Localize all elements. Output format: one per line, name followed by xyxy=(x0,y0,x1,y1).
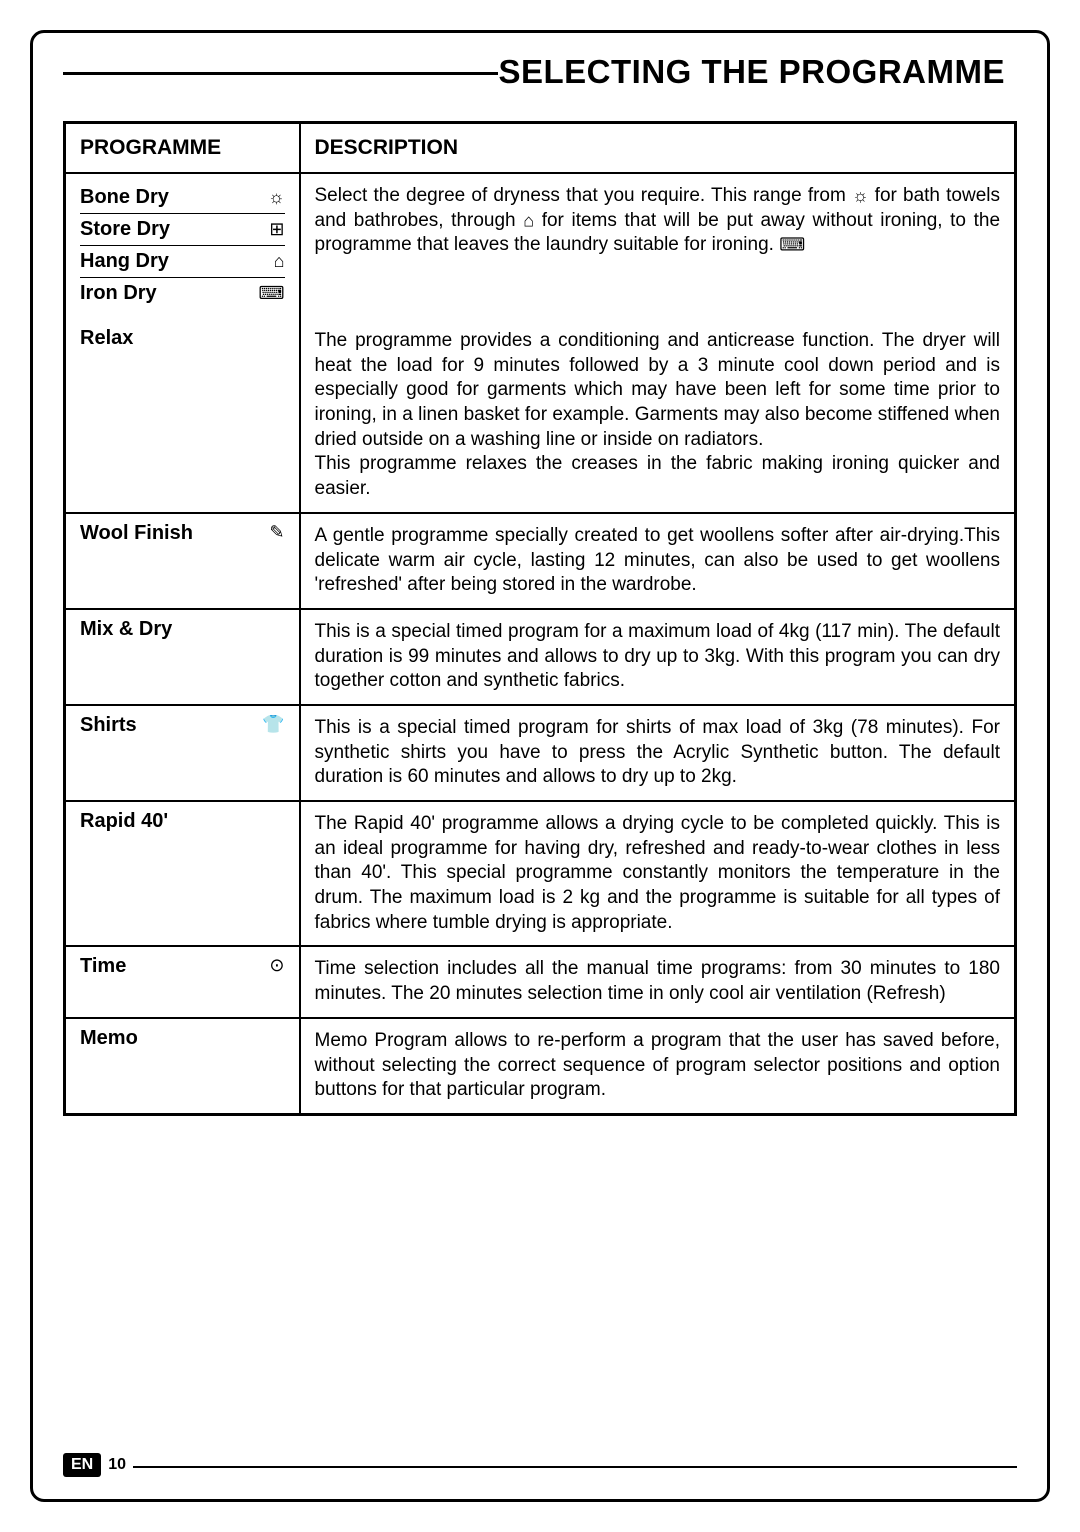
description-text: The programme provides a conditioning an… xyxy=(315,329,1001,502)
header-description: DESCRIPTION xyxy=(300,123,1016,174)
table-row: Time ⊙ Time selection includes all the man… xyxy=(65,946,1016,1017)
header-section: SELECTING THE PROGRAMME xyxy=(63,53,1017,91)
table-row: Mix & Dry This is a special timed program… xyxy=(65,609,1016,705)
programme-wrap: Memo xyxy=(80,1027,285,1050)
programme-icon: ⌨ xyxy=(259,281,285,305)
table-row: Rapid 40' The Rapid 40' programme allows … xyxy=(65,801,1016,946)
programme-wrap: Wool Finish ✎ xyxy=(80,522,285,545)
inline-icon: ☼ xyxy=(852,185,869,205)
programme-icon: ✎ xyxy=(269,522,284,543)
programme-name: Relax xyxy=(80,327,133,350)
programme-name: Rapid 40' xyxy=(80,810,168,833)
programme-cell: Memo xyxy=(65,1018,300,1115)
programme-sub-row: Store Dry ⊞ xyxy=(80,214,285,246)
programme-name: Wool Finish xyxy=(80,522,193,545)
programme-cell: Mix & Dry xyxy=(65,609,300,705)
programme-sub-row: Bone Dry ☼ xyxy=(80,182,285,214)
header-programme: PROGRAMME xyxy=(65,123,300,174)
programme-icon: 👕 xyxy=(262,714,284,735)
programme-wrap: Rapid 40' xyxy=(80,810,285,833)
footer-rule xyxy=(133,1466,1017,1468)
table-row: Bone Dry☼Store Dry⊞Hang Dry⌂Iron Dry⌨Sel… xyxy=(65,173,1016,319)
description-cell: The Rapid 40' programme allows a drying … xyxy=(300,801,1016,946)
description-text: The Rapid 40' programme allows a drying … xyxy=(315,812,1001,935)
description-cell: Select the degree of dryness that you re… xyxy=(300,173,1016,319)
lang-badge: EN xyxy=(63,1453,101,1477)
programme-name: Shirts xyxy=(80,714,137,737)
programme-sub-row: Iron Dry ⌨ xyxy=(80,278,285,309)
programme-icon: ⌂ xyxy=(274,249,285,273)
table-row: Relax The programme provides a conditioni… xyxy=(65,319,1016,513)
description-cell: This is a special timed program for shir… xyxy=(300,705,1016,801)
description-text: A gentle programme specially created to … xyxy=(315,524,1001,598)
programme-icon: ⊞ xyxy=(269,217,284,241)
description-text: Time selection includes all the manual t… xyxy=(315,957,1001,1006)
table-row: Wool Finish ✎ A gentle programme specially… xyxy=(65,513,1016,609)
programme-cell: Rapid 40' xyxy=(65,801,300,946)
inline-icon: ⌂ xyxy=(523,210,534,230)
inline-icon: ⌨ xyxy=(779,235,805,255)
page-border: SELECTING THE PROGRAMME PROGRAMME DESCRI… xyxy=(30,30,1050,1502)
description-cell: The programme provides a conditioning an… xyxy=(300,319,1016,513)
page-footer: EN 10 xyxy=(63,1453,126,1477)
programme-name: Hang Dry xyxy=(80,248,169,275)
programme-icon: ⊙ xyxy=(269,955,284,976)
description-cell: Memo Program allows to re-perform a prog… xyxy=(300,1018,1016,1115)
programme-icon: ☼ xyxy=(268,185,285,209)
programme-cell: Relax xyxy=(65,319,300,513)
page-number: 10 xyxy=(101,1456,126,1474)
description-text: This is a special timed program for a ma… xyxy=(315,620,1001,694)
programme-name: Mix & Dry xyxy=(80,618,172,641)
description-text: Memo Program allows to re-perform a prog… xyxy=(315,1029,1001,1103)
page-title: SELECTING THE PROGRAMME xyxy=(498,53,1017,91)
description-text: Select the degree of dryness that you re… xyxy=(315,184,1001,258)
programme-wrap: Time ⊙ xyxy=(80,955,285,978)
programme-sub-row: Hang Dry ⌂ xyxy=(80,246,285,278)
programme-cell: Wool Finish ✎ xyxy=(65,513,300,609)
table-header-row: PROGRAMME DESCRIPTION xyxy=(65,123,1016,174)
description-text: This is a special timed program for shir… xyxy=(315,716,1001,790)
programme-wrap: Relax xyxy=(80,327,285,350)
description-cell: A gentle programme specially created to … xyxy=(300,513,1016,609)
programme-name: Time xyxy=(80,955,126,978)
table-row: Shirts 👕 This is a special timed program f… xyxy=(65,705,1016,801)
programme-cell: Bone Dry ☼ Store Dry ⊞ Hang Dry ⌂ Iron Dry ⌨ xyxy=(65,173,300,319)
programme-name: Memo xyxy=(80,1027,138,1050)
programme-wrap: Shirts 👕 xyxy=(80,714,285,737)
programme-wrap: Mix & Dry xyxy=(80,618,285,641)
programme-name: Iron Dry xyxy=(80,280,157,307)
description-cell: This is a special timed program for a ma… xyxy=(300,609,1016,705)
programme-name: Bone Dry xyxy=(80,184,169,211)
programme-table: PROGRAMME DESCRIPTION Bone Dry ☼ Store Dry… xyxy=(63,121,1017,1116)
programme-cell: Shirts 👕 xyxy=(65,705,300,801)
table-row: Memo Memo Program allows to re-perform a … xyxy=(65,1018,1016,1115)
programme-name: Store Dry xyxy=(80,216,170,243)
programme-cell: Time ⊙ xyxy=(65,946,300,1017)
description-cell: Time selection includes all the manual t… xyxy=(300,946,1016,1017)
